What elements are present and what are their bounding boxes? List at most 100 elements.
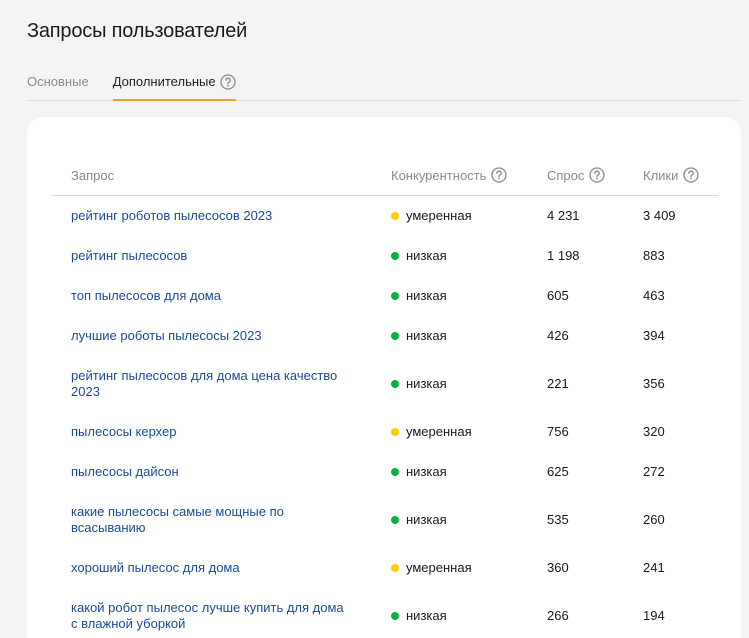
tab[interactable]: Дополнительные xyxy=(112,72,236,101)
demand-cell: 4 231 xyxy=(547,208,580,223)
demand-cell: 266 xyxy=(547,608,569,623)
clicks-cell: 883 xyxy=(643,248,665,263)
status-dot xyxy=(391,516,399,524)
demand-cell: 221 xyxy=(547,376,569,391)
competition-cell: низкая xyxy=(371,588,527,638)
query-cell: какие пылесосы самые мощные по всасывани… xyxy=(51,492,371,548)
query-link[interactable]: топ пылесосов для дома xyxy=(71,288,221,303)
column-header: Запрос xyxy=(51,155,371,196)
table-row: рейтинг пылесосов низкая 1 198 883 xyxy=(51,236,718,276)
status-dot xyxy=(391,332,399,340)
query-cell: пылесосы дайсон xyxy=(51,452,371,492)
competition-label: низкая xyxy=(406,376,447,391)
query-link[interactable]: рейтинг пылесосов xyxy=(71,248,188,263)
competition-cell: умеренная xyxy=(371,196,527,237)
tabs: Основные Дополнительные xyxy=(27,72,741,101)
competition-label: низкая xyxy=(406,288,447,303)
demand-cell: 605 xyxy=(547,288,569,303)
help-icon[interactable] xyxy=(219,74,236,90)
clicks-cell: 241 xyxy=(643,560,665,575)
help-icon[interactable] xyxy=(589,167,606,183)
competition-label: низкая xyxy=(406,464,447,479)
query-cell: топ пылесосов для дома xyxy=(51,276,371,316)
status-dot xyxy=(391,212,399,220)
tab-label: Основные xyxy=(27,74,89,89)
status-dot xyxy=(391,252,399,260)
column-header-wrap: Клики xyxy=(643,167,700,183)
competition-cell: низкая xyxy=(371,276,527,316)
demand-cell: 426 xyxy=(547,328,569,343)
competition-label: низкая xyxy=(406,512,447,527)
column-header: Спрос xyxy=(527,155,623,196)
competition-cell: низкая xyxy=(371,316,527,356)
query-cell: хороший пылесос для дома xyxy=(51,548,371,588)
column-header: Конкурентность xyxy=(371,155,527,196)
competition-label: умеренная xyxy=(406,424,472,439)
clicks-cell: 3 409 xyxy=(643,208,676,223)
table-row: какие пылесосы самые мощные по всасывани… xyxy=(51,492,718,548)
status-dot xyxy=(391,612,399,620)
query-link[interactable]: хороший пылесос для дома xyxy=(71,560,240,575)
column-label: Спрос xyxy=(547,167,585,183)
demand-cell: 756 xyxy=(547,424,569,439)
query-link[interactable]: какие пылесосы самые мощные по всасывани… xyxy=(71,504,284,535)
competition-cell: низкая xyxy=(371,236,527,276)
clicks-cell: 463 xyxy=(643,288,665,303)
column-label: Запрос xyxy=(71,167,115,183)
query-cell: рейтинг пылесосов xyxy=(51,236,371,276)
status-dot xyxy=(391,292,399,300)
table-body: рейтинг роботов пылесосов 2023 умеренная 4… xyxy=(51,196,718,638)
query-link[interactable]: какой робот пылесос лучше купить для дом… xyxy=(71,600,344,631)
tab[interactable]: Основные xyxy=(27,72,89,99)
status-dot xyxy=(391,428,399,436)
status-dot xyxy=(391,380,399,388)
column-header-wrap: Спрос xyxy=(547,167,606,183)
competition-label: низкая xyxy=(406,328,447,343)
query-link[interactable]: рейтинг пылесосов для дома цена качество… xyxy=(71,368,338,399)
help-icon[interactable] xyxy=(683,167,700,183)
query-cell: рейтинг пылесосов для дома цена качество… xyxy=(51,356,371,412)
query-cell: рейтинг роботов пылесосов 2023 xyxy=(51,196,371,237)
column-header: Клики xyxy=(623,155,718,196)
query-link[interactable]: пылесосы керхер xyxy=(71,424,177,439)
query-link[interactable]: лучшие роботы пылесосы 2023 xyxy=(71,328,262,343)
clicks-cell: 260 xyxy=(643,512,665,527)
card: Запрос Конкурентность Спрос Клики рейтинг р… xyxy=(27,117,741,638)
page-title: Запросы пользователей xyxy=(27,20,248,42)
clicks-cell: 320 xyxy=(643,424,665,439)
demand-cell: 625 xyxy=(547,464,569,479)
competition-cell: умеренная xyxy=(371,412,527,452)
demand-cell: 535 xyxy=(547,512,569,527)
queries-table: Запрос Конкурентность Спрос Клики рейтинг р… xyxy=(51,155,718,638)
competition-cell: низкая xyxy=(371,356,527,412)
table-row: топ пылесосов для дома низкая 605 463 xyxy=(51,276,718,316)
status-dot xyxy=(391,564,399,572)
competition-label: умеренная xyxy=(406,208,472,223)
column-header-wrap: Запрос xyxy=(71,168,114,183)
clicks-cell: 272 xyxy=(643,464,665,479)
competition-cell: низкая xyxy=(371,452,527,492)
demand-cell: 360 xyxy=(547,560,569,575)
table-row: хороший пылесос для дома умеренная 360 241 xyxy=(51,548,718,588)
query-cell: пылесосы керхер xyxy=(51,412,371,452)
tab-label: Дополнительные xyxy=(112,74,216,89)
table-row: рейтинг роботов пылесосов 2023 умеренная 4… xyxy=(51,196,718,237)
column-label: Конкурентность xyxy=(391,167,487,183)
demand-cell: 1 198 xyxy=(547,248,580,263)
clicks-cell: 356 xyxy=(643,376,665,391)
status-dot xyxy=(391,468,399,476)
help-icon[interactable] xyxy=(491,167,508,183)
column-label: Клики xyxy=(643,167,679,183)
clicks-cell: 394 xyxy=(643,328,665,343)
query-link[interactable]: рейтинг роботов пылесосов 2023 xyxy=(71,208,273,223)
header-row: Запрос Конкурентность Спрос Клики xyxy=(51,155,718,196)
competition-label: умеренная xyxy=(406,560,472,575)
query-link[interactable]: пылесосы дайсон xyxy=(71,464,179,479)
competition-cell: низкая xyxy=(371,492,527,548)
column-header-wrap: Конкурентность xyxy=(391,167,508,183)
competition-label: низкая xyxy=(406,248,447,263)
table-row: рейтинг пылесосов для дома цена качество… xyxy=(51,356,718,412)
competition-label: низкая xyxy=(406,608,447,623)
table-row: лучшие роботы пылесосы 2023 низкая 426 394 xyxy=(51,316,718,356)
